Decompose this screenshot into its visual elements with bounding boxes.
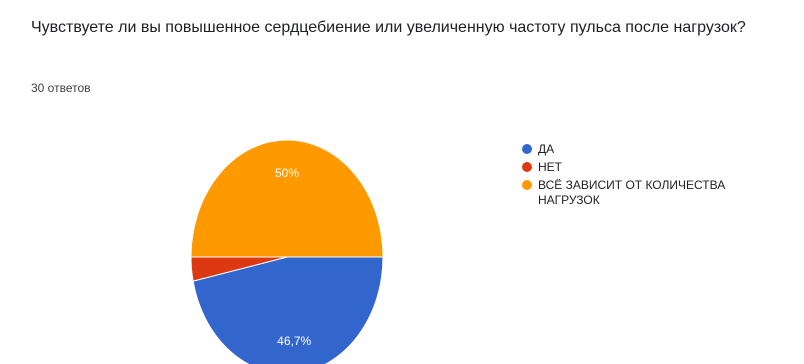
pie-slice-1[interactable]	[192, 256, 384, 364]
pie-data-labels: 46,7% 50%	[275, 166, 312, 348]
chart-legend: ДА НЕТ ВСЁ ЗАВИСИТ ОТ КОЛИЧЕСТВА НАГРУЗОК	[522, 142, 762, 211]
response-count: 30 ответов	[31, 81, 91, 95]
pie-slice-3[interactable]	[190, 139, 384, 258]
legend-item-1[interactable]: ДА	[522, 142, 762, 157]
legend-item-3[interactable]: ВСЁ ЗАВИСИТ ОТ КОЛИЧЕСТВА НАГРУЗОК	[522, 178, 762, 208]
legend-dot-icon	[522, 144, 532, 154]
legend-dot-icon	[522, 180, 532, 190]
question-title: Чувствуете ли вы повышенное сердцебиение…	[31, 19, 746, 36]
pie-slices	[190, 139, 384, 364]
legend-label: НЕТ	[538, 160, 562, 174]
legend-item-2[interactable]: НЕТ	[522, 160, 762, 175]
legend-label: ВСЁ ЗАВИСИТ ОТ КОЛИЧЕСТВА НАГРУЗОК	[538, 178, 726, 207]
legend-label: ДА	[538, 142, 555, 156]
pie-data-label-1: 46,7%	[277, 334, 311, 348]
legend-dot-icon	[522, 162, 532, 172]
pie-data-label-3: 50%	[275, 166, 299, 180]
